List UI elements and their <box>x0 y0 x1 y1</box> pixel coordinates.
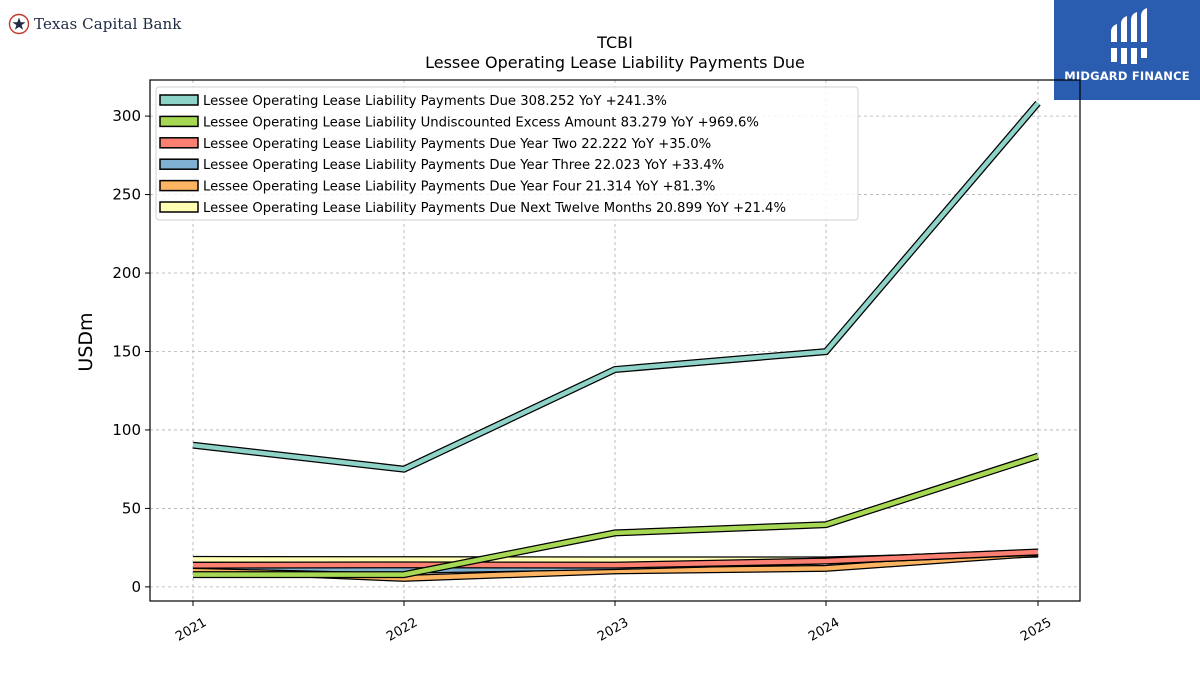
legend-swatch <box>159 158 199 170</box>
y-tick-label: 250 <box>112 186 141 204</box>
midgard-emblem-icon <box>1111 8 1147 64</box>
chart-subtitle: Lessee Operating Lease Liability Payment… <box>425 53 805 72</box>
y-axis-ticks: 0 50 100 150 200 250 300 <box>112 107 150 596</box>
y-axis-label: USDm <box>75 312 97 371</box>
legend-swatch <box>159 179 199 192</box>
legend-swatch <box>159 137 199 149</box>
legend-entry: Lessee Operating Lease Liability Payment… <box>203 180 715 195</box>
legend-entry: Lessee Operating Lease Liability Undisco… <box>203 115 759 130</box>
legend-entry: Lessee Operating Lease Liability Payment… <box>203 137 711 152</box>
legend: Lessee Operating Lease Liability Payment… <box>155 86 859 221</box>
series-line <box>192 101 1040 472</box>
y-tick-label: 0 <box>131 578 141 596</box>
x-axis-ticks: 2021 2022 2023 2024 2025 <box>173 601 1054 645</box>
series-line <box>193 454 1039 577</box>
star-seal-icon <box>8 13 30 35</box>
legend-swatch <box>159 94 199 106</box>
x-tick-label: 2025 <box>1018 615 1054 645</box>
legend-entry: Lessee Operating Lease Liability Payment… <box>203 201 786 216</box>
series-lines <box>192 100 1041 582</box>
y-tick-label: 100 <box>112 421 141 439</box>
legend-box <box>155 86 859 221</box>
y-tick-label: 50 <box>122 499 141 517</box>
legend-swatch <box>159 115 199 128</box>
right-logo-text: MIDGARD FINANCE <box>1064 69 1190 83</box>
x-tick-label: 2021 <box>173 615 209 645</box>
y-tick-label: 200 <box>112 264 141 282</box>
x-tick-label: 2022 <box>384 615 420 645</box>
texas-capital-bank-logo: Texas Capital Bank <box>8 12 181 36</box>
x-tick-label: 2024 <box>806 615 842 645</box>
y-tick-label: 300 <box>112 107 141 125</box>
legend-entry: Lessee Operating Lease Liability Payment… <box>203 158 724 173</box>
plot-frame <box>149 79 1081 602</box>
series-line <box>192 549 1039 568</box>
legend-entry: Lessee Operating Lease Liability Payment… <box>203 94 667 109</box>
chart-title: TCBI <box>596 33 633 52</box>
midgard-finance-logo: MIDGARD FINANCE <box>1054 0 1200 100</box>
left-logo-text: Texas Capital Bank <box>34 15 182 33</box>
x-tick-label: 2023 <box>595 615 631 645</box>
y-tick-label: 150 <box>112 342 141 360</box>
legend-swatch <box>159 201 199 213</box>
